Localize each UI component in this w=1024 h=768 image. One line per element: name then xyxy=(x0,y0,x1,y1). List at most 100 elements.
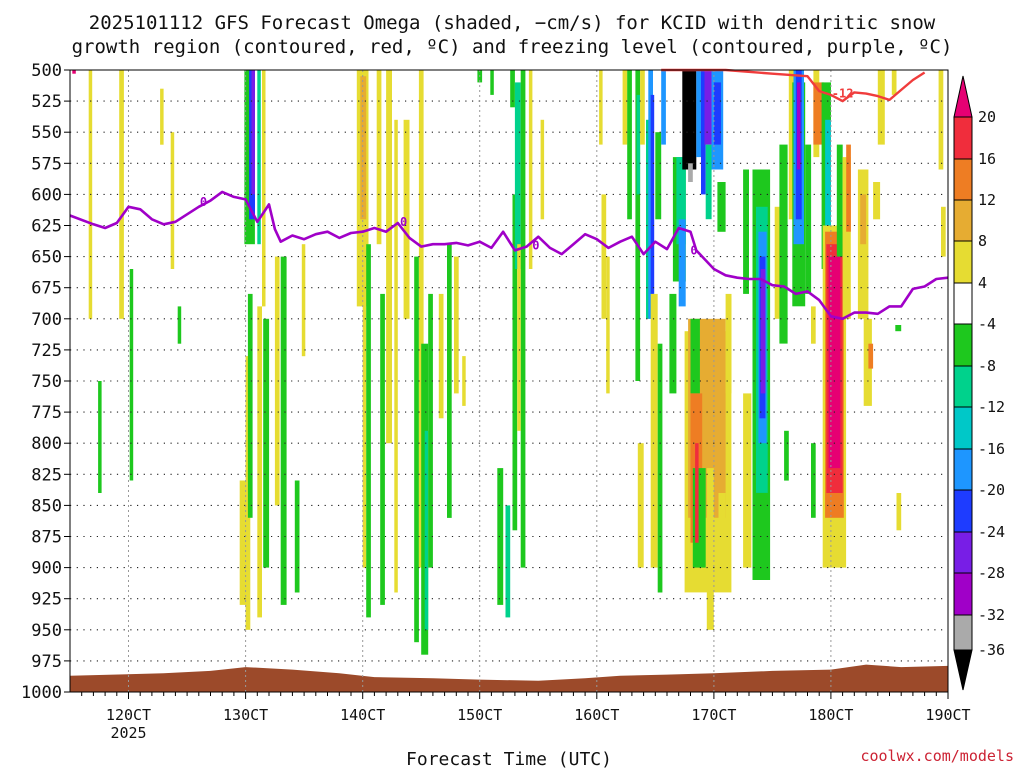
y-tick-label: 625 xyxy=(31,217,62,237)
omega-cell xyxy=(678,219,686,307)
colorbar-label: 4 xyxy=(978,274,987,292)
omega-cell xyxy=(505,505,511,618)
omega-cell xyxy=(424,430,429,630)
freezing-level-contour xyxy=(69,190,949,321)
omega-cell xyxy=(247,293,253,518)
colorbar-segment xyxy=(953,158,973,201)
omega-cell xyxy=(692,468,706,568)
omega-cell xyxy=(606,256,610,394)
y-tick-label: 875 xyxy=(31,528,62,548)
omega-cell xyxy=(743,169,749,294)
colorbar-label: 12 xyxy=(978,191,996,209)
x-tick-label: 190CT xyxy=(925,706,970,724)
omega-cell xyxy=(251,70,255,195)
x-tick-label: 160CT xyxy=(574,706,619,724)
omega-cell xyxy=(263,318,270,568)
omega-cell xyxy=(788,70,794,220)
omega-cell xyxy=(540,119,545,220)
omega-cell xyxy=(72,70,76,74)
omega-cell xyxy=(360,76,367,220)
omega-cell xyxy=(846,144,851,232)
freezing-level-label: 0 xyxy=(400,215,407,229)
omega-shading xyxy=(72,70,946,655)
colorbar-segment xyxy=(953,116,973,160)
omega-cell xyxy=(380,293,385,605)
omega-cell xyxy=(811,306,816,344)
y-tick-label: 550 xyxy=(31,123,62,143)
omega-cell xyxy=(366,244,371,618)
omega-cell xyxy=(490,70,494,95)
colorbar-segment xyxy=(953,323,973,367)
y-tick-label: 950 xyxy=(31,621,62,641)
omega-cell xyxy=(650,94,655,294)
omega-cell xyxy=(177,306,182,344)
omega-cell xyxy=(414,256,419,643)
colorbar-top-arrow xyxy=(953,75,973,118)
omega-cell xyxy=(860,194,867,245)
omega-cell xyxy=(938,70,944,170)
colorbar-label: -12 xyxy=(978,398,1005,416)
freezing-level-label: 0 xyxy=(532,238,539,252)
omega-cell xyxy=(805,144,812,294)
colorbar: 20 16 12 8 4 -4 -8 -12 -16 -20 -24 -28 -32 -36 xyxy=(953,75,1005,691)
omega-cell xyxy=(704,70,712,145)
x-tick-label: 120CT xyxy=(106,706,151,724)
colorbar-label: 16 xyxy=(978,150,996,168)
omega-cell xyxy=(695,443,699,543)
omega-cell xyxy=(294,480,300,593)
omega-cell xyxy=(635,70,641,381)
omega-cell xyxy=(648,70,653,319)
omega-cell xyxy=(701,70,706,195)
omega-cell xyxy=(497,468,504,605)
omega-cell xyxy=(760,269,766,394)
colorbar-segment xyxy=(953,240,973,284)
omega-cell xyxy=(676,157,686,245)
omega-cell xyxy=(462,356,466,406)
omega-cell xyxy=(696,70,701,158)
omega-cell xyxy=(257,70,261,245)
omega-cell xyxy=(599,70,603,145)
colorbar-segment xyxy=(953,489,973,533)
dgz-label: -12 xyxy=(832,87,854,101)
colorbar-label: -20 xyxy=(978,481,1005,499)
omega-cell xyxy=(376,70,382,245)
chart-title-line-1: 2025101112 GFS Forecast Omega (shaded, −… xyxy=(89,12,936,34)
omega-cell xyxy=(262,70,266,307)
omega-cell xyxy=(941,206,946,257)
colorbar-label: -28 xyxy=(978,564,1005,582)
omega-cell xyxy=(896,493,902,531)
colorbar-segment xyxy=(953,365,973,408)
omega-cell xyxy=(640,70,645,145)
omega-cell xyxy=(863,318,872,406)
omega-cell xyxy=(394,119,398,593)
colorbar-bottom-arrow xyxy=(953,649,973,691)
y-tick-label: 650 xyxy=(31,248,62,268)
omega-cell xyxy=(842,157,851,319)
omega-cell xyxy=(774,206,782,319)
omega-cell xyxy=(661,70,666,145)
omega-cell xyxy=(895,325,902,332)
colorbar-segment xyxy=(953,448,973,491)
y-tick-label: 700 xyxy=(31,310,62,330)
y-tick-label: 800 xyxy=(31,434,62,454)
omega-cell xyxy=(650,293,658,568)
ground-terrain xyxy=(70,664,948,692)
colorbar-segment xyxy=(953,406,973,450)
contours: 0 0 0 0 -12 xyxy=(69,68,949,321)
omega-cell xyxy=(622,70,628,145)
freezing-level-label: 0 xyxy=(690,243,697,257)
omega-cell xyxy=(669,293,677,394)
omega-cell xyxy=(718,493,726,568)
omega-cell xyxy=(170,132,175,269)
omega-cell xyxy=(657,343,663,593)
omega-cell xyxy=(160,88,164,145)
plot-area: 0 0 0 0 -12 xyxy=(69,68,949,693)
y-tick-label: 675 xyxy=(31,279,62,299)
omega-cell xyxy=(239,480,250,605)
colorbar-segment xyxy=(953,614,973,651)
omega-cell xyxy=(690,318,700,394)
omega-cell xyxy=(386,70,392,444)
omega-cell xyxy=(828,256,841,469)
colorbar-label: -32 xyxy=(978,606,1005,624)
y-tick-label: 575 xyxy=(31,154,62,174)
